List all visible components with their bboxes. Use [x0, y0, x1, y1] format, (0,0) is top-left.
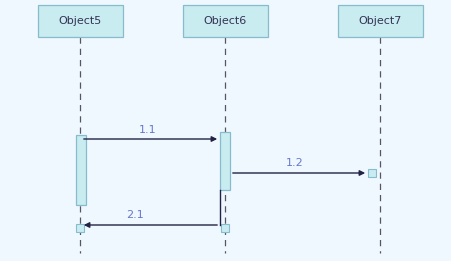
FancyBboxPatch shape: [76, 224, 84, 232]
Text: 1.2: 1.2: [286, 158, 304, 168]
Text: 2.1: 2.1: [126, 210, 144, 220]
FancyBboxPatch shape: [183, 5, 267, 37]
FancyBboxPatch shape: [221, 224, 229, 232]
FancyBboxPatch shape: [37, 5, 123, 37]
Text: Object7: Object7: [358, 16, 402, 26]
Text: Object6: Object6: [203, 16, 247, 26]
Text: 1.1: 1.1: [139, 125, 157, 135]
FancyBboxPatch shape: [337, 5, 423, 37]
Text: Object5: Object5: [58, 16, 101, 26]
FancyBboxPatch shape: [76, 135, 86, 205]
FancyBboxPatch shape: [368, 169, 376, 177]
FancyBboxPatch shape: [220, 132, 230, 190]
